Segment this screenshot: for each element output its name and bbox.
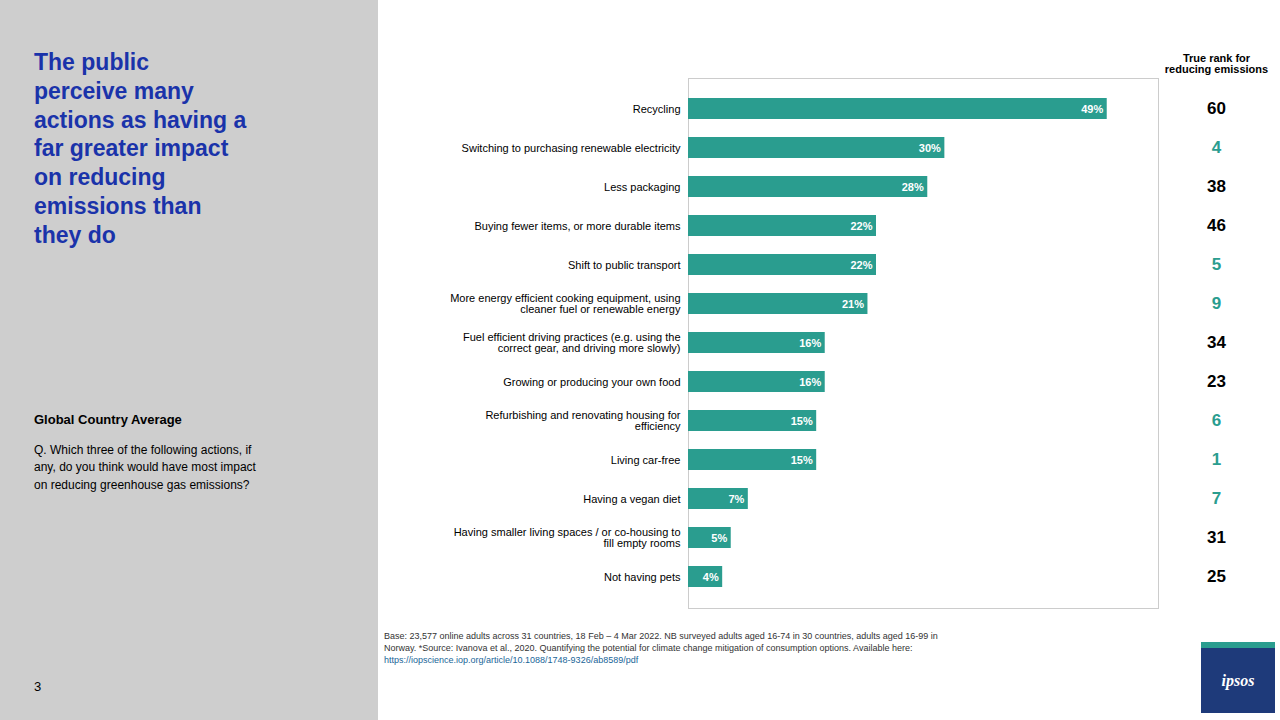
svg-text:5%: 5% <box>711 532 727 544</box>
svg-text:Having a vegan diet: Having a vegan diet <box>583 493 680 505</box>
svg-text:21%: 21% <box>842 298 864 310</box>
svg-text:Living car-free: Living car-free <box>611 454 681 466</box>
svg-text:25: 25 <box>1207 567 1226 586</box>
svg-text:60: 60 <box>1207 99 1226 118</box>
svg-text:7: 7 <box>1212 489 1221 508</box>
svg-text:16%: 16% <box>799 337 821 349</box>
svg-text:28%: 28% <box>902 181 924 193</box>
html-text:ipsos: ipsos <box>1221 671 1255 689</box>
svg-text:9: 9 <box>1212 294 1221 313</box>
svg-text:4%: 4% <box>703 571 719 583</box>
svg-text:Fuel efficient driving practic: Fuel efficient driving practices (e.g. u… <box>463 331 680 354</box>
svg-text:Switching to purchasing renewa: Switching to purchasing renewable electr… <box>462 142 681 154</box>
svg-text:5: 5 <box>1212 255 1221 274</box>
svg-text:Having smaller living spaces /: Having smaller living spaces / or co-hou… <box>454 526 681 549</box>
html-text:Base: 23,577 online adults acr: Base: 23,577 online adults across 31 cou… <box>384 631 938 654</box>
svg-text:7%: 7% <box>728 493 744 505</box>
svg-text:1: 1 <box>1212 450 1221 469</box>
html-text:The public perceive many actio: The public perceive many actions as havi… <box>34 49 247 248</box>
svg-text:22%: 22% <box>850 220 872 232</box>
html-text:3: 3 <box>34 679 42 694</box>
svg-text:Growing or producing your own: Growing or producing your own food <box>503 376 680 388</box>
html-text:https://iopscience.iop.org/art: https://iopscience.iop.org/article/10.10… <box>384 655 639 666</box>
svg-text:23: 23 <box>1207 372 1226 391</box>
svg-text:Refurbishing and renovating ho: Refurbishing and renovating housing fore… <box>485 409 681 432</box>
svg-text:6: 6 <box>1212 411 1221 430</box>
svg-text:Buying fewer items, or more du: Buying fewer items, or more durable item… <box>474 220 681 232</box>
svg-text:46: 46 <box>1207 216 1226 235</box>
svg-text:Less packaging: Less packaging <box>604 181 680 193</box>
svg-text:30%: 30% <box>919 142 941 154</box>
svg-text:Recycling: Recycling <box>633 103 681 115</box>
svg-text:True rank forreducing emission: True rank forreducing emissions <box>1165 52 1268 75</box>
html-text:Q. Which three of the followin: Q. Which three of the following actions,… <box>34 443 256 492</box>
svg-text:38: 38 <box>1207 177 1226 196</box>
svg-text:49%: 49% <box>1081 103 1103 115</box>
svg-text:4: 4 <box>1212 138 1222 157</box>
svg-text:16%: 16% <box>799 376 821 388</box>
svg-text:More energy efficient cooking: More energy efficient cooking equipment,… <box>450 292 681 315</box>
html-text:Global Country Average: Global Country Average <box>34 412 182 427</box>
svg-text:Not having pets: Not having pets <box>604 571 681 583</box>
svg-text:22%: 22% <box>850 259 872 271</box>
svg-text:Shift to public transport: Shift to public transport <box>568 259 681 271</box>
svg-text:15%: 15% <box>791 415 813 427</box>
svg-text:15%: 15% <box>791 454 813 466</box>
svg-text:34: 34 <box>1207 333 1226 352</box>
svg-text:31: 31 <box>1207 528 1226 547</box>
